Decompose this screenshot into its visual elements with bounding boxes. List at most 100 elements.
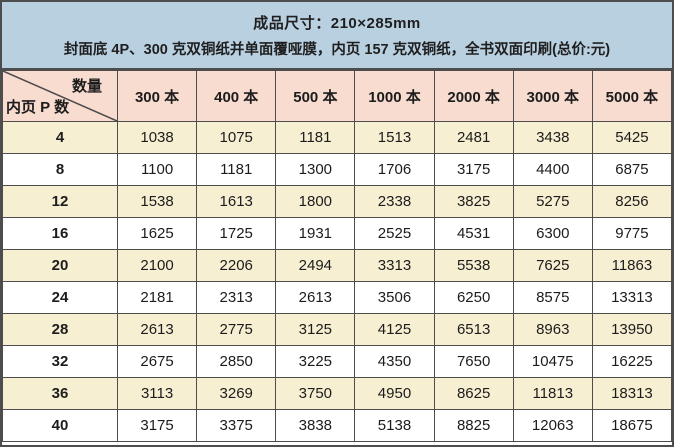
- price-cell: 3225: [275, 345, 356, 378]
- spec-description-line: 封面底 4P、300 克双铜纸并单面覆哑膜，内页 157 克双铜纸，全书双面印刷…: [63, 41, 611, 58]
- price-cell: 2338: [354, 185, 435, 218]
- price-cell: 6513: [433, 313, 514, 346]
- price-cell: 2613: [116, 313, 198, 346]
- table-row: 40 3175 3375 3838 5138 8825 12063 18675: [2, 409, 673, 442]
- row-header-pages: 24: [2, 281, 118, 314]
- diagonal-divider-icon: [3, 71, 117, 121]
- price-table-body: 4 1038 1075 1181 1513 2481 3438 5425 8 1100 1181 13…: [2, 121, 673, 442]
- column-header: 500 本: [275, 70, 356, 122]
- price-cell: 1931: [275, 217, 356, 250]
- price-cell: 11863: [591, 249, 673, 282]
- row-header-pages: 20: [2, 249, 118, 282]
- price-cell: 2525: [354, 217, 435, 250]
- row-header-pages: 28: [2, 313, 118, 346]
- row-header-pages: 32: [2, 345, 118, 378]
- price-cell: 2181: [116, 281, 198, 314]
- price-cell: 1625: [116, 217, 198, 250]
- price-cell: 1100: [116, 153, 198, 186]
- price-cell: 3313: [354, 249, 435, 282]
- price-cell: 12063: [512, 409, 593, 442]
- price-cell: 1075: [196, 121, 277, 154]
- price-cell: 13950: [591, 313, 673, 346]
- price-cell: 4125: [354, 313, 435, 346]
- price-cell: 1800: [275, 185, 356, 218]
- price-cell: 3838: [275, 409, 356, 442]
- column-header: 5000 本: [591, 70, 673, 122]
- price-cell: 2100: [116, 249, 198, 282]
- table-row: 16 1625 1725 1931 2525 4531 6300 9775: [2, 217, 673, 250]
- price-cell: 1613: [196, 185, 277, 218]
- price-cell: 1513: [354, 121, 435, 154]
- table-row: 28 2613 2775 3125 4125 6513 8963 13950: [2, 313, 673, 346]
- table-row: 4 1038 1075 1181 1513 2481 3438 5425: [2, 121, 673, 154]
- price-cell: 8825: [433, 409, 514, 442]
- price-cell: 3375: [196, 409, 277, 442]
- price-cell: 5138: [354, 409, 435, 442]
- column-header: 300 本: [116, 70, 198, 122]
- price-cell: 2206: [196, 249, 277, 282]
- price-cell: 1706: [354, 153, 435, 186]
- column-header: 3000 本: [512, 70, 593, 122]
- table-title-header: 成品尺寸：210×285mm 封面底 4P、300 克双铜纸并单面覆哑膜，内页 …: [2, 2, 672, 70]
- product-size-line: 成品尺寸：210×285mm: [253, 14, 421, 32]
- table-row: 20 2100 2206 2494 3313 5538 7625 11863: [2, 249, 673, 282]
- column-header: 2000 本: [433, 70, 514, 122]
- price-cell: 1038: [116, 121, 198, 154]
- price-cell: 1181: [275, 121, 356, 154]
- price-cell: 5425: [591, 121, 673, 154]
- price-cell: 3506: [354, 281, 435, 314]
- price-cell: 6300: [512, 217, 593, 250]
- price-cell: 4531: [433, 217, 514, 250]
- price-cell: 4400: [512, 153, 593, 186]
- price-cell: 2675: [116, 345, 198, 378]
- price-cell: 4350: [354, 345, 435, 378]
- price-cell: 8256: [591, 185, 673, 218]
- price-cell: 2481: [433, 121, 514, 154]
- price-cell: 10475: [512, 345, 593, 378]
- price-cell: 3113: [116, 377, 198, 410]
- column-header: 400 本: [196, 70, 277, 122]
- price-cell: 5538: [433, 249, 514, 282]
- price-cell: 1181: [196, 153, 277, 186]
- corner-quantity-label: 数量: [71, 78, 102, 95]
- column-header-row: 数量 内页 P 数 300 本 400 本 500 本 1000 本 2000 本 300…: [2, 70, 673, 122]
- row-header-pages: 12: [2, 185, 118, 218]
- price-cell: 3750: [275, 377, 356, 410]
- price-cell: 3825: [433, 185, 514, 218]
- price-cell: 1538: [116, 185, 198, 218]
- price-cell: 3438: [512, 121, 593, 154]
- row-header-pages: 8: [2, 153, 118, 186]
- corner-cell: 数量 内页 P 数: [2, 70, 118, 122]
- price-cell: 2613: [275, 281, 356, 314]
- price-cell: 3175: [433, 153, 514, 186]
- price-cell: 8625: [433, 377, 514, 410]
- corner-pages-label: 内页 P 数: [6, 99, 70, 116]
- price-cell: 2313: [196, 281, 277, 314]
- price-cell: 3269: [196, 377, 277, 410]
- price-cell: 13313: [591, 281, 673, 314]
- row-header-pages: 16: [2, 217, 118, 250]
- price-cell: 7650: [433, 345, 514, 378]
- row-header-pages: 40: [2, 409, 118, 442]
- price-cell: 7625: [512, 249, 593, 282]
- price-cell: 2494: [275, 249, 356, 282]
- price-cell: 6875: [591, 153, 673, 186]
- price-cell: 4950: [354, 377, 435, 410]
- price-cell: 9775: [591, 217, 673, 250]
- price-cell: 2850: [196, 345, 277, 378]
- price-cell: 6250: [433, 281, 514, 314]
- price-cell: 3175: [116, 409, 198, 442]
- row-header-pages: 4: [2, 121, 118, 154]
- column-header: 1000 本: [354, 70, 435, 122]
- price-cell: 1725: [196, 217, 277, 250]
- price-cell: 2775: [196, 313, 277, 346]
- price-cell: 8963: [512, 313, 593, 346]
- price-table: 数量 内页 P 数 300 本 400 本 500 本 1000 本 2000 本 300…: [2, 70, 673, 442]
- table-row: 12 1538 1613 1800 2338 3825 5275 8256: [2, 185, 673, 218]
- table-row: 32 2675 2850 3225 4350 7650 10475 16225: [2, 345, 673, 378]
- price-cell: 1300: [275, 153, 356, 186]
- price-cell: 5275: [512, 185, 593, 218]
- price-cell: 16225: [591, 345, 673, 378]
- table-row: 24 2181 2313 2613 3506 6250 8575 13313: [2, 281, 673, 314]
- price-cell: 18313: [591, 377, 673, 410]
